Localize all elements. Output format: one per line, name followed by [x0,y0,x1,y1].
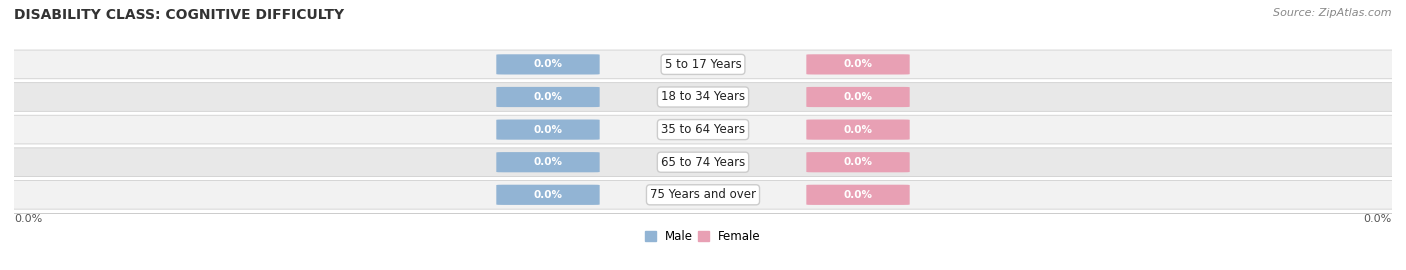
Text: 0.0%: 0.0% [533,124,562,135]
Text: 0.0%: 0.0% [533,59,562,69]
FancyBboxPatch shape [0,50,1406,79]
FancyBboxPatch shape [496,120,599,140]
FancyBboxPatch shape [807,87,910,107]
Text: 0.0%: 0.0% [533,92,562,102]
Text: 65 to 74 Years: 65 to 74 Years [661,156,745,169]
Text: 0.0%: 0.0% [14,214,42,224]
FancyBboxPatch shape [807,152,910,172]
Text: 0.0%: 0.0% [844,92,873,102]
Legend: Male, Female: Male, Female [641,226,765,248]
Text: 75 Years and over: 75 Years and over [650,188,756,201]
FancyBboxPatch shape [0,115,1406,144]
FancyBboxPatch shape [496,152,599,172]
Text: DISABILITY CLASS: COGNITIVE DIFFICULTY: DISABILITY CLASS: COGNITIVE DIFFICULTY [14,8,344,22]
Text: 0.0%: 0.0% [844,190,873,200]
FancyBboxPatch shape [0,83,1406,111]
Text: Source: ZipAtlas.com: Source: ZipAtlas.com [1274,8,1392,18]
FancyBboxPatch shape [496,54,599,75]
Text: 0.0%: 0.0% [533,190,562,200]
FancyBboxPatch shape [496,87,599,107]
Text: 0.0%: 0.0% [1364,214,1392,224]
Text: 0.0%: 0.0% [844,59,873,69]
FancyBboxPatch shape [496,185,599,205]
Text: 5 to 17 Years: 5 to 17 Years [665,58,741,71]
FancyBboxPatch shape [807,120,910,140]
Text: 0.0%: 0.0% [844,124,873,135]
Text: 0.0%: 0.0% [533,157,562,167]
FancyBboxPatch shape [0,180,1406,209]
FancyBboxPatch shape [807,54,910,75]
Text: 0.0%: 0.0% [844,157,873,167]
FancyBboxPatch shape [807,185,910,205]
FancyBboxPatch shape [0,148,1406,177]
Text: 18 to 34 Years: 18 to 34 Years [661,90,745,103]
Text: 35 to 64 Years: 35 to 64 Years [661,123,745,136]
